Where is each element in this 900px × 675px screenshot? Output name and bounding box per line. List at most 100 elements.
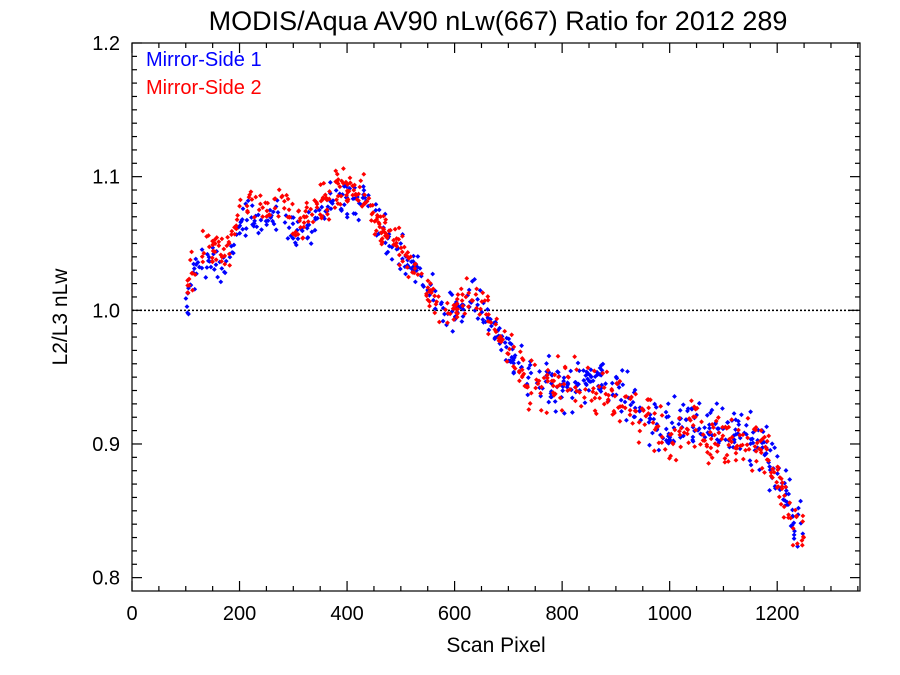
mirror-side-2-point: [424, 293, 429, 299]
mirror-side-2-point: [455, 306, 461, 312]
mirror-side-1-point: [430, 271, 436, 277]
mirror-side-1-point: [616, 385, 622, 390]
mirror-side-2-point: [482, 298, 488, 303]
mirror-side-2-point: [272, 196, 278, 202]
mirror-side-2-point: [733, 457, 739, 463]
mirror-side-2-point: [386, 228, 392, 234]
mirror-side-2-point: [379, 241, 385, 247]
mirror-side-2-point: [310, 219, 316, 225]
mirror-side-2-point: [662, 447, 668, 452]
mirror-side-1-point: [267, 207, 273, 213]
mirror-side-1-point: [196, 264, 202, 270]
mirror-side-1-point: [397, 266, 403, 272]
mirror-side-2-point: [746, 446, 752, 452]
mirror-side-2-point: [565, 388, 570, 394]
mirror-side-2-point: [209, 259, 215, 264]
mirror-side-1-point: [527, 362, 533, 368]
mirror-side-1-point: [494, 334, 500, 340]
mirror-side-2-point: [226, 241, 232, 246]
mirror-side-2-point: [286, 207, 292, 213]
mirror-side-1-point: [199, 247, 205, 253]
mirror-side-1-point: [231, 242, 237, 248]
mirror-side-2-point: [493, 321, 499, 327]
mirror-side-2-point: [370, 210, 376, 216]
mirror-side-2-point: [525, 384, 530, 390]
mirror-side-1-point: [743, 422, 749, 428]
mirror-side-1-point: [665, 401, 671, 407]
mirror-side-2-point: [485, 297, 491, 303]
mirror-side-2-point: [251, 214, 257, 220]
mirror-side-1-point: [790, 507, 795, 513]
mirror-side-1-point: [299, 228, 305, 234]
mirror-side-2-point: [726, 436, 732, 442]
mirror-side-2-point: [532, 362, 538, 368]
mirror-side-2-point: [383, 217, 389, 223]
mirror-side-2-point: [790, 542, 796, 548]
mirror-side-2-point: [709, 455, 715, 461]
mirror-side-1-point: [528, 370, 534, 376]
mirror-side-2-point: [327, 189, 332, 194]
mirror-side-1-point: [249, 203, 255, 209]
mirror-side-2-point: [218, 252, 224, 258]
mirror-side-1-point: [251, 221, 257, 226]
mirror-side-2-point: [260, 214, 266, 220]
mirror-side-2-point: [726, 442, 732, 448]
mirror-side-2-point: [237, 197, 243, 203]
mirror-side-2-point: [447, 311, 453, 317]
mirror-side-1-point: [704, 412, 710, 418]
mirror-side-2-point: [317, 212, 323, 218]
mirror-side-2-point: [498, 339, 504, 345]
mirror-side-2-point: [623, 394, 629, 399]
mirror-side-2-point: [521, 371, 527, 377]
mirror-side-2-point: [401, 244, 407, 250]
mirror-side-2-point: [774, 485, 780, 490]
mirror-side-2-point: [760, 436, 766, 442]
mirror-side-2-point: [526, 407, 532, 412]
mirror-side-2-point: [200, 228, 206, 234]
legend-mirror-side-2: Mirror-Side 2: [146, 77, 262, 99]
x-tick-label: 1000: [647, 603, 692, 625]
mirror-side-2-point: [396, 252, 402, 258]
mirror-side-2-point: [314, 199, 319, 205]
mirror-side-2-point: [722, 455, 728, 461]
mirror-side-2-point: [410, 269, 415, 275]
mirror-side-2-point: [684, 426, 690, 432]
mirror-side-1-point: [669, 420, 675, 426]
mirror-side-1-point: [373, 201, 379, 207]
mirror-side-1-point: [238, 219, 244, 224]
mirror-side-2-point: [776, 494, 782, 500]
mirror-side-1-point: [714, 437, 720, 442]
mirror-side-2-point: [335, 193, 341, 199]
mirror-side-1-point: [415, 254, 421, 259]
mirror-side-2-point: [724, 452, 730, 458]
mirror-side-2-point: [715, 443, 721, 448]
mirror-side-2-point: [347, 175, 353, 181]
mirror-side-2-point: [768, 470, 774, 475]
mirror-side-2-point: [498, 333, 503, 339]
mirror-side-1-point: [561, 378, 567, 384]
mirror-side-2-point: [689, 398, 694, 404]
mirror-side-1-point: [774, 453, 780, 459]
mirror-side-2-point: [232, 231, 238, 237]
mirror-side-1-point: [282, 220, 288, 225]
mirror-side-2-point: [257, 193, 263, 198]
mirror-side-2-point: [301, 224, 307, 230]
mirror-side-2-point: [715, 415, 721, 420]
mirror-side-1-point: [191, 261, 197, 267]
mirror-side-2-point: [249, 197, 255, 202]
mirror-side-1-point: [315, 215, 320, 221]
mirror-side-2-point: [425, 278, 431, 284]
mirror-side-2-point: [334, 171, 340, 177]
mirror-side-2-point: [712, 432, 717, 438]
mirror-side-2-point: [754, 440, 760, 446]
mirror-side-2-point: [372, 219, 378, 224]
mirror-side-2-point: [692, 444, 698, 450]
mirror-side-2-point: [199, 254, 205, 260]
mirror-side-1-point: [767, 487, 772, 493]
mirror-side-2-point: [678, 425, 684, 431]
mirror-side-1-point: [414, 268, 419, 273]
mirror-side-2-point: [781, 514, 787, 520]
mirror-side-2-point: [454, 314, 460, 320]
mirror-side-2-point: [257, 201, 263, 207]
mirror-side-2-point: [577, 390, 583, 395]
